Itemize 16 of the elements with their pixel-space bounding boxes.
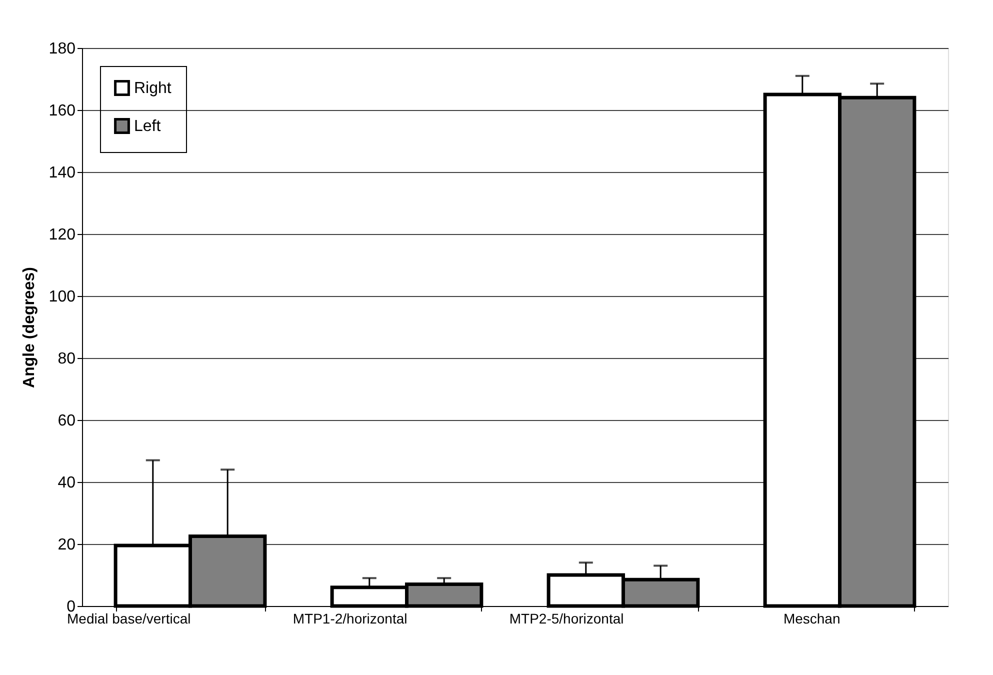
x-tick-label: Medial base/vertical [67,610,191,626]
y-tick-label: 120 [48,226,76,244]
x-tick-label: MTP2-5/horizontal [509,610,624,626]
x-tick-label: Meschan [783,610,840,626]
legend-label: Right [134,80,172,97]
y-tick-label: 80 [58,350,76,368]
y-tick-label: 140 [48,164,76,182]
legend-label: Left [134,118,162,135]
y-tick-label: 180 [48,40,76,58]
x-tick-label: MTP1-2/horizontal [292,610,408,626]
y-tick-label: 60 [58,412,76,430]
y-axis-title: Angle (degrees) [20,267,38,388]
y-tick-label: 160 [48,102,76,120]
y-tick-label: 20 [58,536,76,554]
y-tick-label: 100 [48,288,76,306]
y-tick-label: 40 [58,474,76,492]
